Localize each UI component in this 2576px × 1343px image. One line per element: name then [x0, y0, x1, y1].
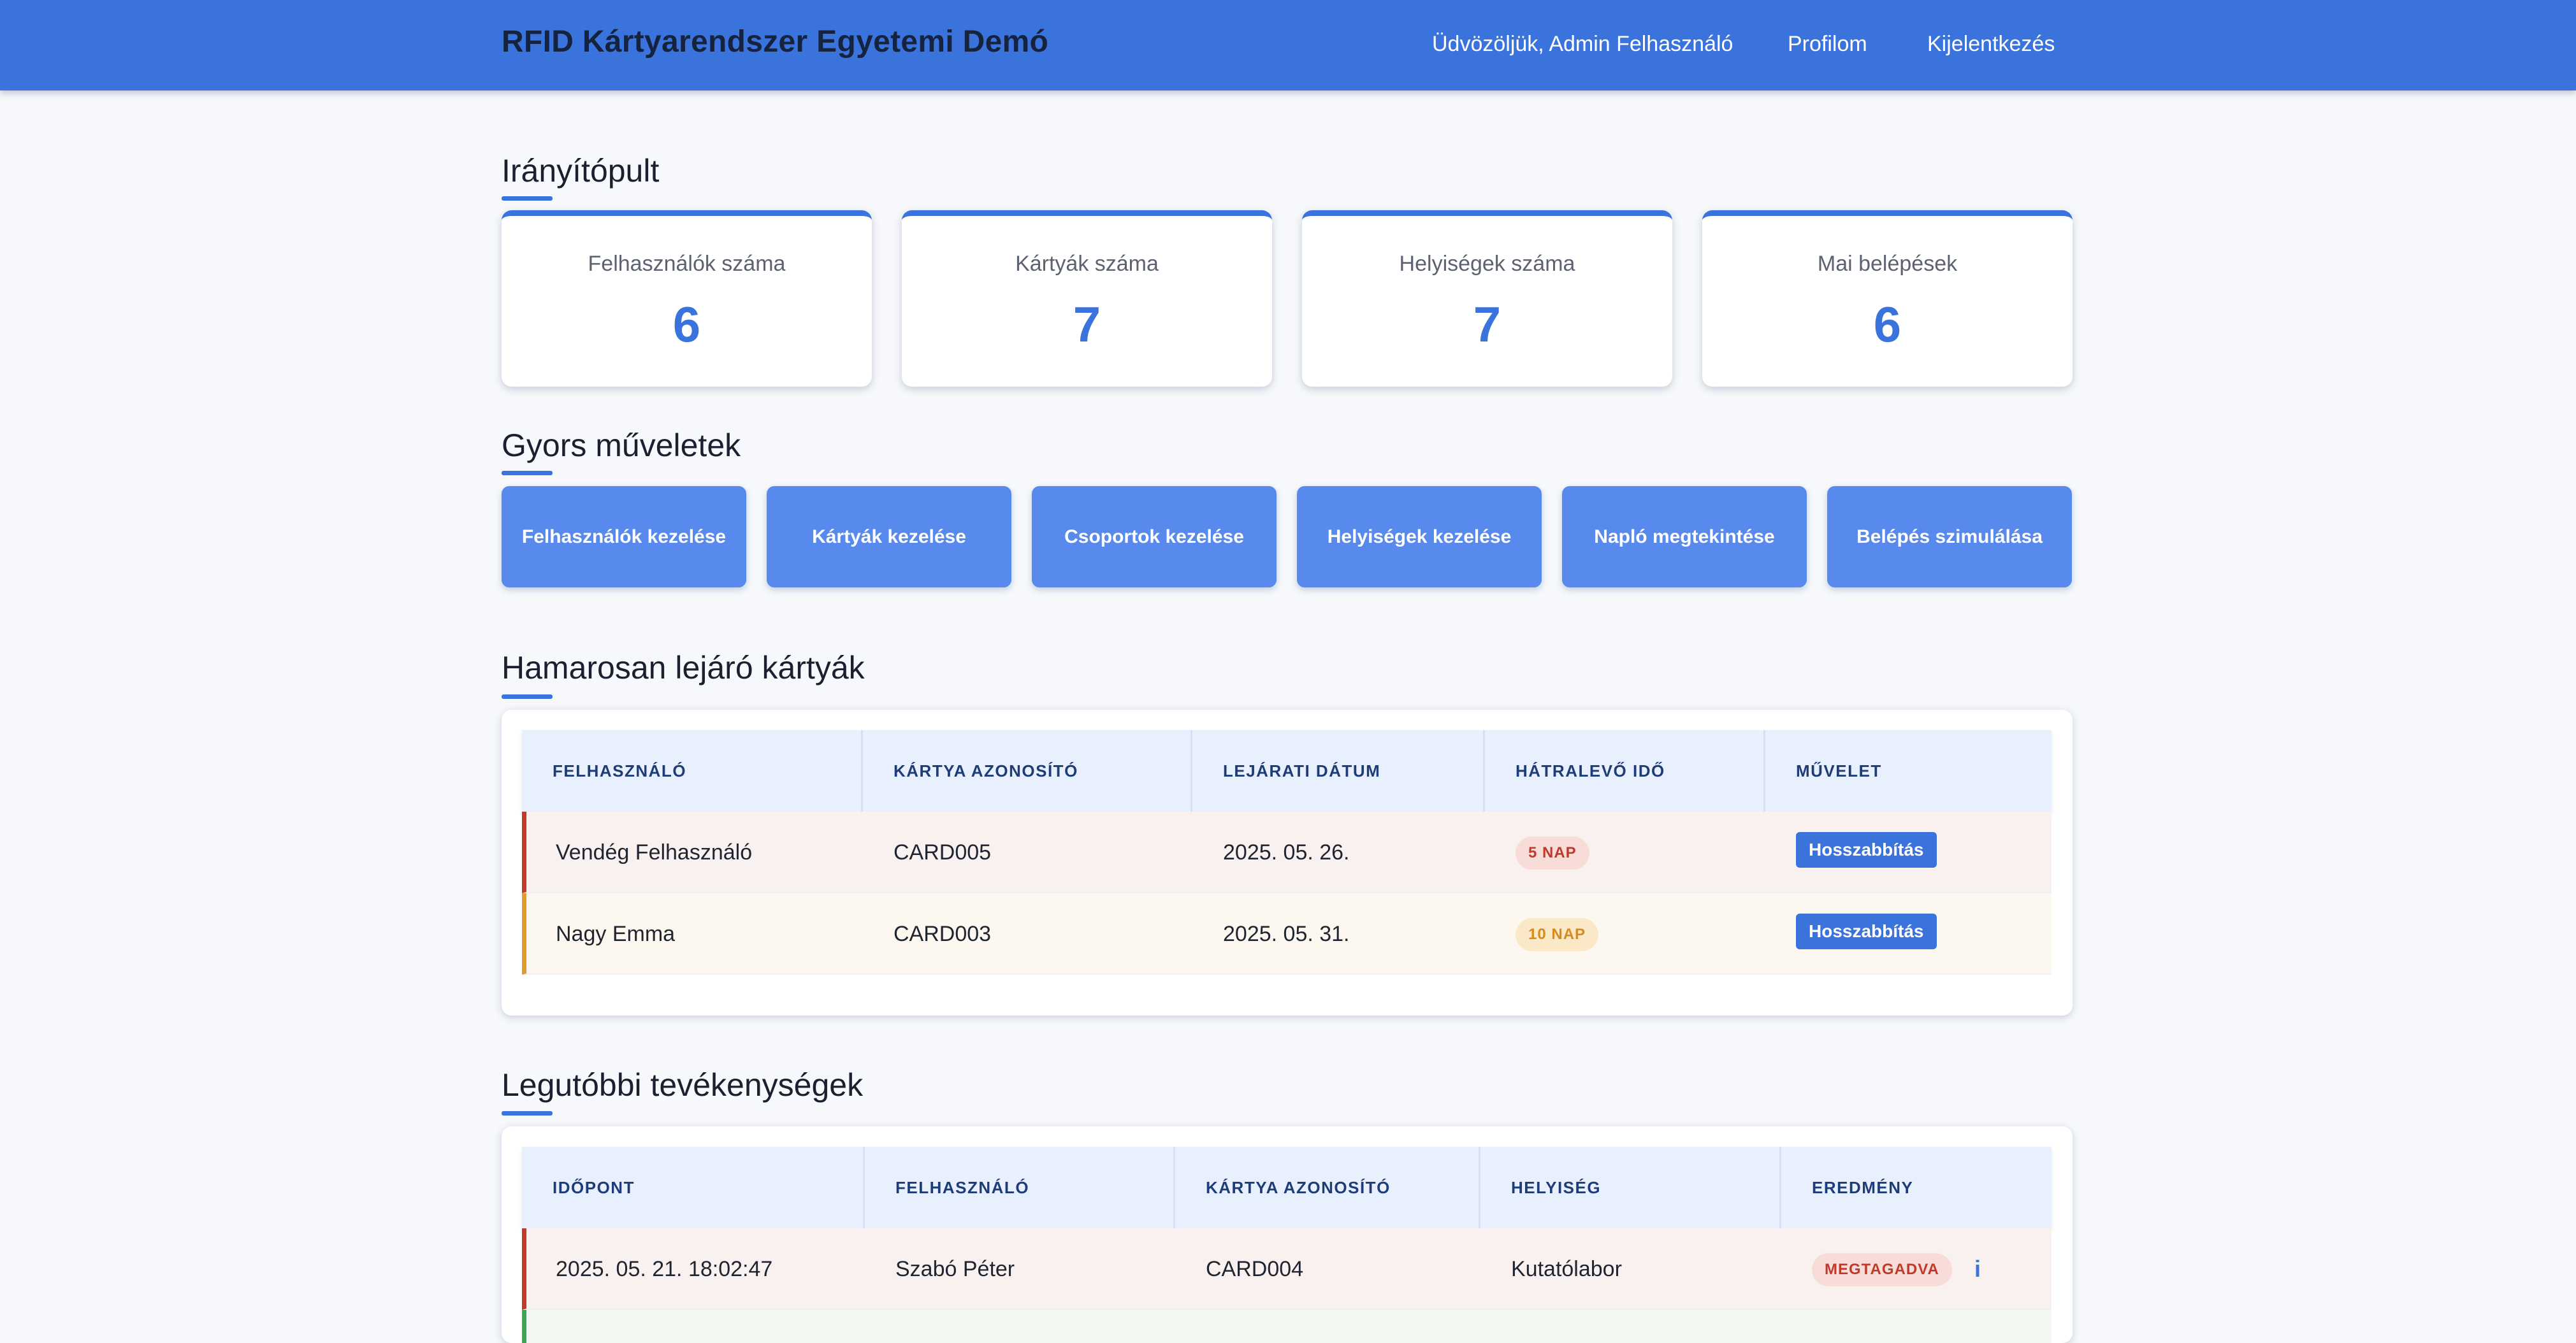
column-header[interactable]: EREDMÉNY	[1812, 1178, 1914, 1197]
stat-label: Mai belépések	[1817, 252, 1958, 276]
table-row	[522, 1310, 2051, 1343]
logout-link[interactable]: Kijelentkezés	[1927, 32, 2055, 56]
top-navbar: RFID Kártyarendszer Egyetemi Demó Üdvözö…	[0, 0, 2576, 90]
column-header[interactable]: KÁRTYA AZONOSÍTÓ	[863, 730, 1192, 812]
app-title: RFID Kártyarendszer Egyetemi Demó	[502, 25, 1049, 59]
manage-rooms-button[interactable]: Helyiségek kezelése	[1297, 486, 1542, 587]
section-underline	[502, 196, 553, 201]
recent-activities-table: IDŐPONT FELHASZNÁLÓ KÁRTYA AZONOSÍTÓ HEL…	[502, 1126, 2073, 1343]
cell-card-id: CARD003	[894, 922, 992, 946]
stat-label: Felhasználók száma	[588, 252, 786, 276]
cell-expiry-date: 2025. 05. 26.	[1223, 840, 1350, 865]
dashboard-title: Irányítópult	[502, 153, 660, 189]
extend-button[interactable]: Hosszabbítás	[1796, 914, 1937, 949]
cell-card-id: CARD005	[894, 840, 992, 865]
table-row: Vendég Felhasználó CARD005 2025. 05. 26.…	[522, 812, 2051, 893]
stat-value: 7	[1073, 296, 1101, 352]
profile-link[interactable]: Profilom	[1788, 32, 1867, 56]
column-header[interactable]: MŰVELET	[1796, 761, 1882, 780]
view-log-button[interactable]: Napló megtekintése	[1562, 486, 1807, 587]
stat-card-today-entries: Mai belépések 6	[1702, 210, 2073, 387]
manage-cards-button[interactable]: Kártyák kezelése	[767, 486, 1011, 587]
column-header[interactable]: IDŐPONT	[522, 1147, 865, 1228]
column-header[interactable]: FELHASZNÁLÓ	[865, 1147, 1175, 1228]
remaining-badge: 5 NAP	[1516, 837, 1589, 870]
stat-value: 6	[1873, 296, 1902, 352]
stat-card-cards: Kártyák száma 7	[902, 210, 1272, 387]
table-header: FELHASZNÁLÓ KÁRTYA AZONOSÍTÓ LEJÁRATI DÁ…	[522, 730, 2051, 812]
cell-user: Nagy Emma	[556, 922, 676, 946]
column-header[interactable]: KÁRTYA AZONOSÍTÓ	[1175, 1147, 1480, 1228]
section-underline	[502, 694, 553, 699]
manage-users-button[interactable]: Felhasználók kezelése	[502, 486, 746, 587]
manage-groups-button[interactable]: Csoportok kezelése	[1032, 486, 1277, 587]
section-underline	[502, 471, 553, 475]
cell-user: Szabó Péter	[895, 1257, 1015, 1281]
column-header[interactable]: LEJÁRATI DÁTUM	[1192, 730, 1485, 812]
column-header[interactable]: HÁTRALEVŐ IDŐ	[1485, 730, 1765, 812]
extend-button[interactable]: Hosszabbítás	[1796, 832, 1937, 868]
stat-card-users: Felhasználók száma 6	[502, 210, 872, 387]
cell-user: Vendég Felhasználó	[556, 840, 753, 865]
section-underline	[502, 1111, 553, 1116]
welcome-user-link[interactable]: Üdvözöljük, Admin Felhasználó	[1432, 32, 1733, 56]
recent-activities-title: Legutóbbi tevékenységek	[502, 1067, 864, 1103]
cell-room: Kutatólabor	[1511, 1257, 1622, 1281]
cell-card-id: CARD004	[1206, 1257, 1304, 1281]
stat-value: 7	[1473, 296, 1501, 352]
info-icon[interactable]: i	[1974, 1256, 1981, 1282]
table-row: 2025. 05. 21. 18:02:47 Szabó Péter CARD0…	[522, 1228, 2051, 1310]
result-badge: MEGTAGADVA	[1812, 1253, 1952, 1286]
stat-value: 6	[672, 296, 701, 352]
column-header[interactable]: HELYISÉG	[1480, 1147, 1781, 1228]
table-header: IDŐPONT FELHASZNÁLÓ KÁRTYA AZONOSÍTÓ HEL…	[522, 1147, 2051, 1228]
simulate-entry-button[interactable]: Belépés szimulálása	[1827, 486, 2072, 587]
table-row: Nagy Emma CARD003 2025. 05. 31. 10 NAP H…	[522, 893, 2051, 975]
expiring-cards-table: FELHASZNÁLÓ KÁRTYA AZONOSÍTÓ LEJÁRATI DÁ…	[502, 710, 2073, 1016]
stat-label: Kártyák száma	[1015, 252, 1159, 276]
stat-label: Helyiségek száma	[1399, 252, 1575, 276]
cell-timestamp: 2025. 05. 21. 18:02:47	[556, 1257, 773, 1281]
quick-actions-title: Gyors műveletek	[502, 427, 741, 463]
column-header[interactable]: FELHASZNÁLÓ	[522, 730, 863, 812]
remaining-badge: 10 NAP	[1516, 918, 1599, 951]
expiring-cards-title: Hamarosan lejáró kártyák	[502, 650, 865, 686]
stat-card-rooms: Helyiségek száma 7	[1302, 210, 1672, 387]
cell-expiry-date: 2025. 05. 31.	[1223, 922, 1350, 946]
